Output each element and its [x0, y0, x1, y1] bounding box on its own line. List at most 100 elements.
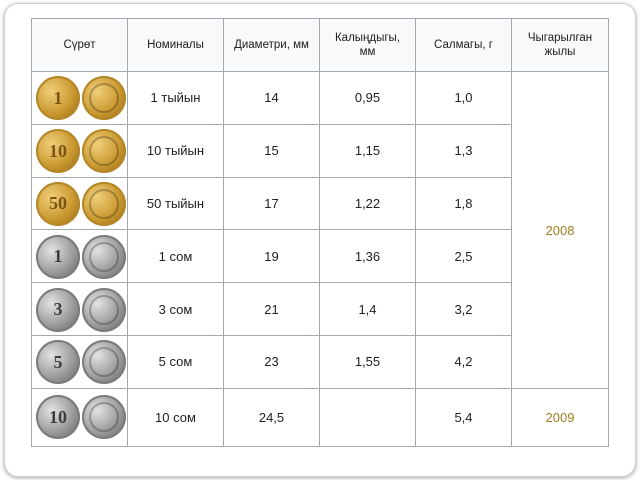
- header-year: Чыгарылган жылы: [512, 19, 608, 72]
- coin-value: 1: [53, 87, 63, 108]
- diameter-cell: 23: [224, 336, 320, 389]
- thickness-value: 0,95: [354, 90, 381, 106]
- coin-obverse-image: 3: [36, 287, 80, 332]
- denomination-value: 10 сом: [155, 409, 196, 425]
- diameter-cell: 15: [224, 124, 320, 178]
- diameter-cell: 17: [224, 177, 320, 231]
- image-cell: 1: [32, 72, 128, 125]
- image-cell: 50: [32, 177, 128, 231]
- thickness-value: 1,36: [354, 248, 381, 264]
- diameter-value: 21: [264, 301, 279, 317]
- diameter-cell: 19: [224, 230, 320, 284]
- image-cell: 3: [32, 283, 128, 336]
- denomination-value: 5 сом: [158, 354, 193, 370]
- coin-value: 5: [53, 351, 63, 372]
- denomination-cell: 10 тыйын: [128, 124, 224, 178]
- image-cell: 5: [32, 336, 128, 389]
- diameter-value: 19: [264, 248, 279, 264]
- emblem-icon: [89, 402, 119, 433]
- denomination-value: 1 тыйын: [150, 90, 201, 106]
- denomination-cell: 1 тыйын: [128, 72, 224, 125]
- thickness-cell: 1,22: [320, 177, 416, 231]
- diameter-value: 17: [264, 195, 279, 211]
- coin-obverse-image: 10: [36, 395, 80, 440]
- coins-table: Сүрөт Номиналы Диаметри, мм Калыңдыгы, мм…: [31, 18, 609, 447]
- coin-reverse-emblem-image: [82, 234, 126, 279]
- emblem-icon: [89, 83, 119, 114]
- weight-cell: 5,4: [416, 388, 512, 446]
- emblem-icon: [89, 188, 119, 219]
- year-cell-2008: 2008: [512, 72, 608, 389]
- weight-value: 5,4: [454, 409, 473, 425]
- image-cell: 1: [32, 230, 128, 284]
- thickness-cell: 0,95: [320, 72, 416, 125]
- thickness-value: 1,15: [354, 143, 381, 159]
- coin-reverse-emblem-image: [82, 76, 126, 121]
- header-image: Сүрөт: [32, 19, 128, 72]
- diameter-value: 23: [264, 354, 279, 370]
- denomination-value: 1 сом: [158, 248, 193, 264]
- weight-cell: 3,2: [416, 283, 512, 336]
- diameter-cell: 21: [224, 283, 320, 336]
- coin-obverse-image: 10: [36, 129, 80, 174]
- coin-obverse-image: 5: [36, 340, 80, 385]
- header-weight-label: Салмагы, г: [434, 39, 493, 51]
- coin-value: 50: [49, 193, 67, 214]
- diameter-value: 15: [264, 143, 279, 159]
- header-thickness-label-1: Калыңдыгы,: [334, 32, 401, 44]
- weight-cell: 1,3: [416, 124, 512, 178]
- emblem-icon: [89, 136, 119, 167]
- coin-value: 3: [53, 299, 63, 320]
- denomination-cell: 10 сом: [128, 388, 224, 446]
- coin-value: 10: [49, 140, 67, 161]
- header-weight: Салмагы, г: [416, 19, 512, 72]
- header-diameter: Диаметри, мм: [224, 19, 320, 72]
- emblem-icon: [89, 241, 119, 272]
- image-cell: 10: [32, 124, 128, 178]
- weight-value: 1,3: [454, 143, 473, 159]
- year-link-2008[interactable]: 2008: [545, 222, 575, 238]
- diameter-value: 14: [264, 90, 279, 106]
- header-denomination-label: Номиналы: [147, 39, 204, 51]
- coin-obverse-image: 1: [36, 234, 80, 279]
- thickness-value: 1,55: [354, 354, 381, 370]
- weight-value: 4,2: [454, 354, 473, 370]
- denomination-value: 10 тыйын: [146, 143, 205, 159]
- header-thickness: Калыңдыгы, мм: [320, 19, 416, 72]
- weight-cell: 1,8: [416, 177, 512, 231]
- coin-obverse-image: 50: [36, 181, 80, 226]
- diameter-cell: 24,5: [224, 388, 320, 446]
- header-thickness-label-2: мм: [359, 46, 376, 58]
- coin-reverse-emblem-image: [82, 129, 126, 174]
- thickness-cell: 1,36: [320, 230, 416, 284]
- header-year-label-1: Чыгарылган: [527, 32, 593, 44]
- weight-cell: 2,5: [416, 230, 512, 284]
- emblem-icon: [89, 294, 119, 325]
- thickness-cell: 1,4: [320, 283, 416, 336]
- denomination-value: 3 сом: [158, 301, 193, 317]
- thickness-cell: [320, 388, 416, 446]
- weight-value: 3,2: [454, 301, 473, 317]
- weight-value: 1,8: [454, 195, 473, 211]
- denomination-cell: 50 тыйын: [128, 177, 224, 231]
- header-image-label: Сүрөт: [63, 39, 96, 51]
- header-year-label-2: жылы: [544, 46, 576, 58]
- coin-reverse-emblem-image: [82, 287, 126, 332]
- year-link-2009[interactable]: 2009: [545, 410, 575, 425]
- coin-reverse-emblem-image: [82, 340, 126, 385]
- coin-obverse-image: 1: [36, 76, 80, 121]
- weight-value: 2,5: [454, 248, 473, 264]
- weight-cell: 4,2: [416, 336, 512, 389]
- denomination-cell: 1 сом: [128, 230, 224, 284]
- denomination-cell: 3 сом: [128, 283, 224, 336]
- coin-value: 1: [53, 246, 63, 267]
- image-cell: 10: [32, 388, 128, 446]
- thickness-value: 1,22: [354, 195, 381, 211]
- diameter-value: 24,5: [258, 409, 285, 425]
- diameter-cell: 14: [224, 72, 320, 125]
- denomination-value: 50 тыйын: [146, 195, 205, 211]
- header-denomination: Номиналы: [128, 19, 224, 72]
- year-cell-2009: 2009: [512, 389, 608, 446]
- weight-cell: 1,0: [416, 72, 512, 125]
- header-diameter-label: Диаметри, мм: [234, 39, 309, 51]
